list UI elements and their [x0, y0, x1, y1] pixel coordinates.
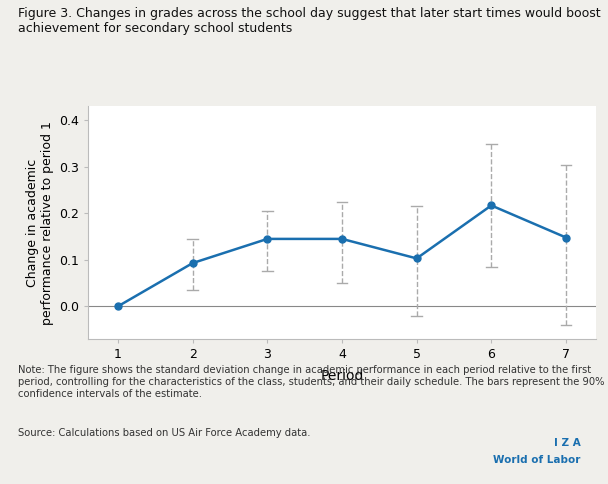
Text: Figure 3. Changes in grades across the school day suggest that later start times: Figure 3. Changes in grades across the s…	[18, 7, 601, 20]
Text: I Z A: I Z A	[554, 438, 581, 448]
Y-axis label: Change in academic
performance relative to period 1: Change in academic performance relative …	[26, 121, 54, 325]
Text: Note: The figure shows the standard deviation change in academic performance in : Note: The figure shows the standard devi…	[18, 365, 605, 399]
Text: achievement for secondary school students: achievement for secondary school student…	[18, 22, 292, 35]
Text: Source: Calculations based on US Air Force Academy data.: Source: Calculations based on US Air For…	[18, 428, 311, 439]
X-axis label: Period: Period	[320, 369, 364, 383]
Text: World of Labor: World of Labor	[493, 454, 581, 465]
